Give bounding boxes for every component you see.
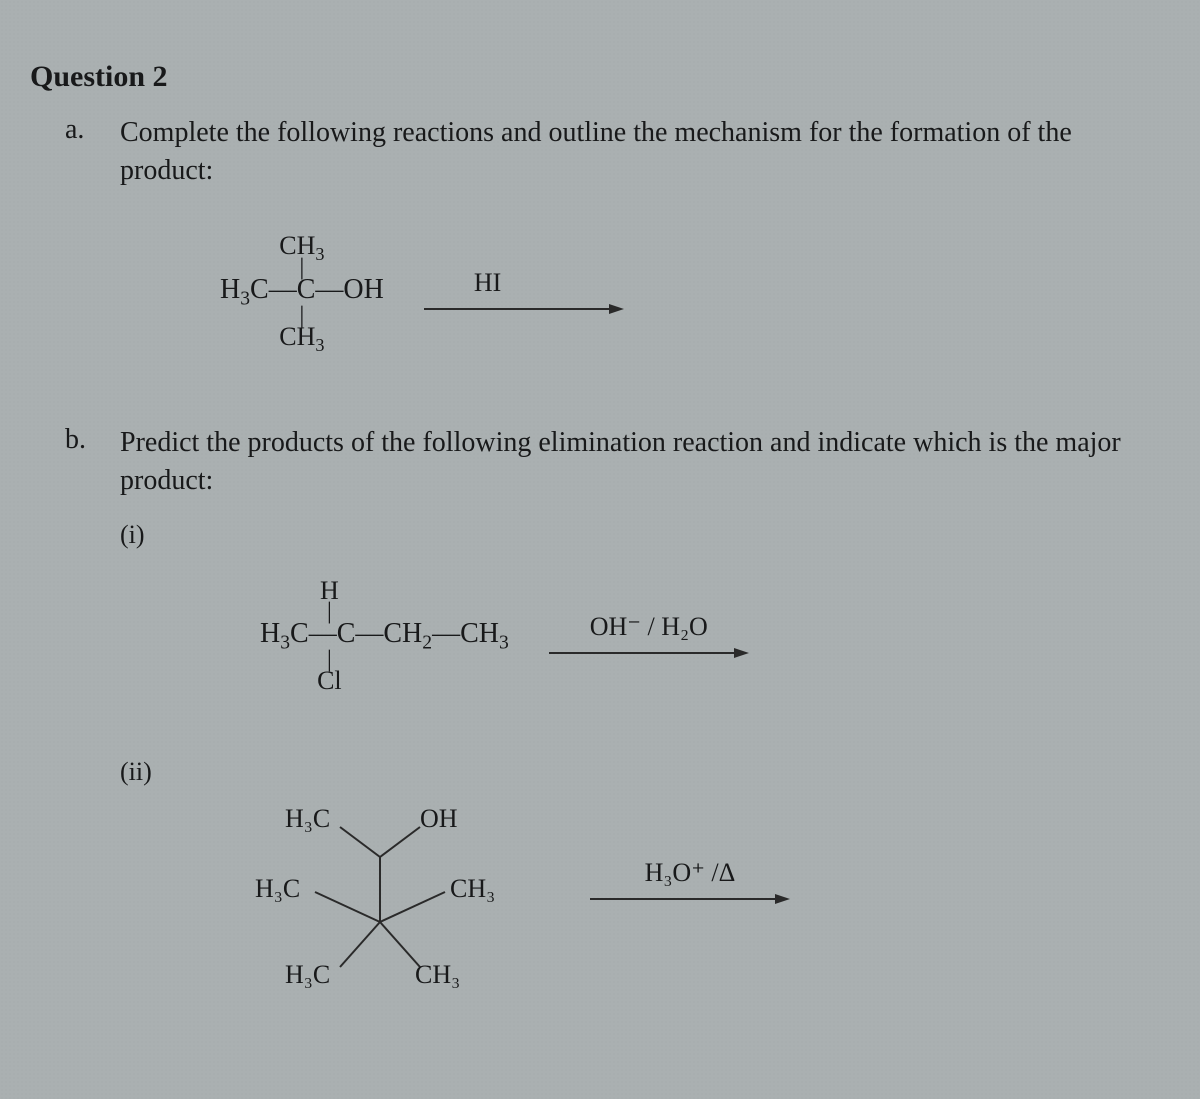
b-i-mid-left: H (260, 618, 280, 649)
a-mid-left-sub: 3 (240, 289, 250, 310)
b-i-top: H (320, 578, 339, 604)
a-top-sub: 3 (315, 244, 324, 264)
part-a: a. Complete the following reactions and … (40, 114, 1160, 190)
part-b-text: Predict the products of the following el… (120, 424, 1160, 500)
part-b: b. Predict the products of the following… (40, 424, 1160, 500)
b-i-mid-sub1: 2 (422, 633, 432, 654)
b-i-reagent: OH⁻ / H₂O (590, 612, 708, 642)
b-ii-label: (ii) (120, 757, 1160, 787)
b-i-mid: C—C—CH (290, 618, 422, 649)
b-ii-arrow: H₃O⁺ /Δ (590, 858, 790, 906)
a-mid-left: H (220, 274, 240, 305)
part-a-reaction: CH3 │ H3C—C—OH │ CH3 HI (220, 230, 1160, 355)
b-ii-r: CH₃ (450, 874, 495, 904)
a-bot-ch: CH (279, 322, 315, 351)
part-a-label: a. (40, 114, 120, 190)
b-i-mid2: —CH (432, 618, 499, 649)
part-a-structure: CH3 │ H3C—C—OH │ CH3 (220, 230, 384, 355)
b-ii-tr: OH (420, 804, 458, 834)
b-ii-structure: H₃C OH H₃C CH₃ H₃C CH₃ (240, 802, 520, 1002)
b-ii-l: H₃C (255, 874, 300, 904)
b-ii-tl: H₃C (285, 804, 330, 834)
b-i-bot: Cl (317, 668, 342, 694)
b-i-structure: H │ H3C—C—CH2—CH3 │ Cl (260, 575, 509, 697)
part-b-label: b. (40, 424, 120, 500)
a-mid: C—C—OH (250, 274, 384, 305)
arrow-icon (590, 892, 790, 906)
part-a-arrow: HI (424, 268, 624, 316)
b-ii-br: CH₃ (415, 960, 460, 990)
part-a-text: Complete the following reactions and out… (120, 114, 1160, 190)
arrow-icon (424, 302, 624, 316)
b-ii-reaction: H₃C OH H₃C CH₃ H₃C CH₃ H₃O⁺ /Δ (240, 802, 1160, 1002)
b-ii-bl: H₃C (285, 960, 330, 990)
question-title: Question 2 (30, 60, 1160, 94)
b-i-reaction: H │ H3C—C—CH2—CH3 │ Cl OH⁻ / H₂O (260, 575, 1160, 697)
b-i-mid-sub2: 3 (499, 633, 509, 654)
a-bot-sub: 3 (315, 335, 324, 355)
b-i-label: (i) (120, 520, 1160, 550)
a-top-ch: CH (279, 231, 315, 260)
b-ii-reagent: H₃O⁺ /Δ (645, 858, 736, 888)
part-a-reagent: HI (474, 268, 501, 298)
b-i-mid-left-sub: 3 (280, 633, 290, 654)
b-i-arrow: OH⁻ / H₂O (549, 612, 749, 660)
question-page: Question 2 a. Complete the following rea… (0, 0, 1200, 1099)
arrow-icon (549, 646, 749, 660)
